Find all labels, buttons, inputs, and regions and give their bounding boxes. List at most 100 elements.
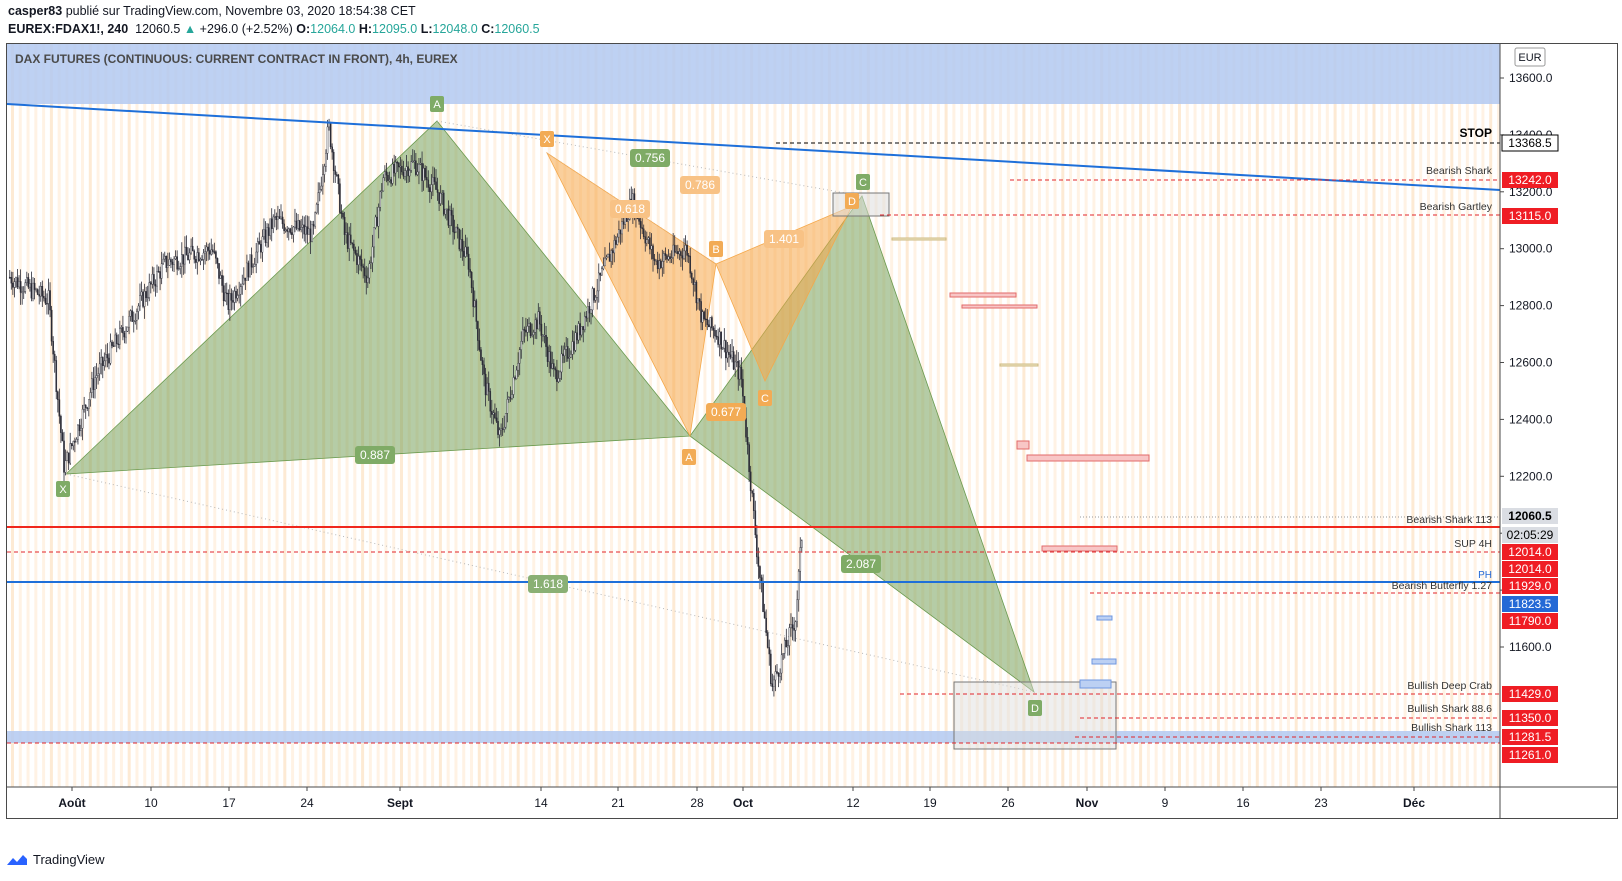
session-bar bbox=[1442, 44, 1446, 787]
supply-zone bbox=[1016, 440, 1030, 450]
candle-body bbox=[489, 391, 492, 412]
session-bar bbox=[1286, 44, 1290, 787]
session-bar bbox=[73, 44, 77, 787]
candle-body bbox=[359, 256, 361, 260]
candle-body bbox=[723, 340, 726, 349]
candle-body bbox=[13, 281, 16, 288]
candle-body bbox=[522, 329, 524, 342]
candle-body bbox=[160, 263, 163, 279]
publish-info: publié sur TradingView.com, Novembre 03,… bbox=[65, 4, 416, 18]
candle-body bbox=[399, 165, 402, 168]
candle-body bbox=[520, 340, 523, 350]
session-bar bbox=[1201, 44, 1205, 787]
candle-body bbox=[539, 311, 541, 325]
candle-body bbox=[247, 262, 250, 278]
candle-body bbox=[227, 293, 230, 310]
candle-body bbox=[114, 334, 116, 347]
x-tick-label: 17 bbox=[222, 796, 236, 810]
price-tag bbox=[1502, 527, 1558, 543]
candle-body bbox=[494, 412, 496, 419]
supply-zone bbox=[949, 292, 1017, 298]
candle-body bbox=[196, 252, 199, 263]
session-bar bbox=[104, 44, 108, 787]
price-tag-text: 11823.5 bbox=[1509, 597, 1552, 611]
candle-body bbox=[286, 229, 289, 232]
y-tick-label: 12800.0 bbox=[1509, 299, 1553, 313]
candle-body bbox=[684, 245, 687, 252]
candle-body bbox=[585, 316, 588, 319]
candle-body bbox=[442, 192, 445, 215]
candle-body bbox=[415, 160, 417, 175]
candle-body bbox=[447, 208, 450, 226]
candle-body bbox=[429, 187, 431, 193]
candle-body bbox=[439, 193, 442, 204]
candle-body bbox=[587, 306, 589, 319]
price-tag-text: 13368.5 bbox=[1508, 136, 1552, 150]
candle-body bbox=[607, 254, 609, 258]
candle-body bbox=[608, 254, 611, 262]
candle-body bbox=[219, 275, 222, 279]
candle-body bbox=[404, 170, 406, 177]
candle-body bbox=[360, 259, 363, 267]
level-annotation: Bearish Gartley bbox=[1420, 201, 1493, 213]
candle-body bbox=[453, 231, 456, 234]
candle-body bbox=[205, 246, 208, 252]
candle-body bbox=[401, 165, 403, 173]
candle-body bbox=[157, 271, 160, 273]
candle-body bbox=[190, 245, 192, 254]
candle-body bbox=[163, 255, 166, 260]
x-tick-label: Sept bbox=[387, 796, 413, 810]
price-tag-text: 13242.0 bbox=[1508, 173, 1552, 187]
candle-body bbox=[770, 653, 772, 684]
session-bar bbox=[1489, 44, 1493, 787]
candle-body bbox=[549, 351, 552, 369]
candle-body bbox=[546, 346, 549, 362]
level-annotation: Bearish Shark bbox=[1426, 165, 1493, 177]
candle-body bbox=[325, 153, 327, 167]
candle-body bbox=[207, 246, 209, 251]
candle-body bbox=[60, 416, 62, 433]
candle-body bbox=[303, 224, 306, 235]
candle-body bbox=[357, 256, 360, 265]
candle-body bbox=[38, 294, 41, 297]
candle-body bbox=[504, 413, 507, 428]
candle-body bbox=[619, 229, 622, 235]
candle-body bbox=[597, 272, 600, 292]
candle-body bbox=[21, 291, 23, 294]
candle-body bbox=[768, 647, 771, 655]
candle-body bbox=[514, 377, 516, 379]
candle-body bbox=[799, 547, 802, 572]
session-bar bbox=[34, 44, 38, 787]
candle-body bbox=[491, 410, 493, 415]
level-annotation: Bearish Shark 113 bbox=[1406, 514, 1492, 526]
candle-body bbox=[215, 251, 217, 259]
session-bar bbox=[1185, 44, 1189, 787]
candle-body bbox=[591, 288, 594, 311]
candle-body bbox=[498, 429, 501, 435]
price-tag bbox=[1502, 729, 1558, 745]
candle-body bbox=[69, 443, 72, 464]
candle-body bbox=[756, 534, 758, 558]
candle-body bbox=[690, 273, 693, 280]
candle-body bbox=[481, 360, 484, 366]
candle-body bbox=[88, 399, 90, 409]
candle-body bbox=[478, 340, 481, 350]
x-tick-label: 16 bbox=[1236, 796, 1250, 810]
candle-body bbox=[119, 328, 121, 345]
candle-body bbox=[47, 290, 50, 304]
candle-body bbox=[287, 228, 290, 232]
orange-point-label: D bbox=[848, 196, 856, 208]
price-tag-text: 12014.0 bbox=[1508, 545, 1552, 559]
x-tick-label: Déc bbox=[1403, 796, 1425, 810]
ratio-label-bg bbox=[706, 403, 746, 421]
close-label: C: bbox=[481, 22, 495, 36]
candle-body bbox=[720, 331, 723, 350]
footer[interactable]: TradingView bbox=[6, 852, 105, 867]
low-label: L: bbox=[420, 22, 433, 36]
candle-body bbox=[373, 227, 375, 248]
candle-body bbox=[202, 252, 205, 260]
candle-body bbox=[81, 409, 84, 429]
candle-body bbox=[503, 426, 506, 430]
session-bar bbox=[1100, 44, 1104, 787]
